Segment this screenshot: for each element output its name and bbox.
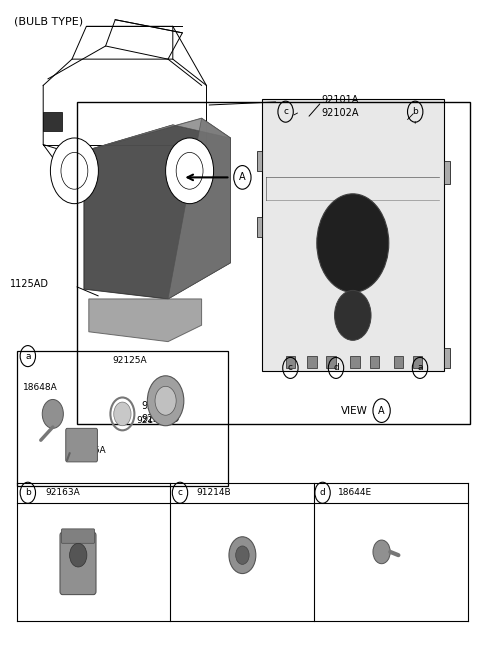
Circle shape <box>155 386 176 415</box>
Circle shape <box>373 540 390 564</box>
FancyBboxPatch shape <box>286 356 295 368</box>
Circle shape <box>166 138 214 204</box>
Polygon shape <box>84 118 230 151</box>
Text: 1125AD: 1125AD <box>10 279 48 289</box>
Circle shape <box>42 399 63 428</box>
Text: d: d <box>320 488 325 497</box>
FancyBboxPatch shape <box>66 428 97 462</box>
Text: 92197B
92198D: 92197B 92198D <box>142 401 180 424</box>
FancyBboxPatch shape <box>413 356 422 368</box>
Text: a: a <box>25 351 31 361</box>
Circle shape <box>147 376 184 426</box>
FancyBboxPatch shape <box>444 348 450 368</box>
Circle shape <box>335 290 371 340</box>
Text: A: A <box>378 405 385 416</box>
Text: 92125A: 92125A <box>113 355 147 365</box>
FancyBboxPatch shape <box>257 151 262 171</box>
Text: A: A <box>239 172 246 183</box>
Text: 92126A: 92126A <box>71 445 106 455</box>
Text: b: b <box>25 488 31 497</box>
Polygon shape <box>84 118 230 299</box>
Circle shape <box>70 543 87 567</box>
Circle shape <box>229 537 256 574</box>
Circle shape <box>61 152 88 189</box>
FancyBboxPatch shape <box>307 356 317 368</box>
FancyBboxPatch shape <box>370 356 379 368</box>
Text: 91214B: 91214B <box>197 488 231 497</box>
Circle shape <box>176 152 203 189</box>
FancyBboxPatch shape <box>394 356 403 368</box>
FancyBboxPatch shape <box>350 356 360 368</box>
Text: b: b <box>412 107 418 116</box>
Circle shape <box>236 546 249 564</box>
Text: VIEW: VIEW <box>341 405 368 416</box>
Polygon shape <box>84 125 230 299</box>
FancyBboxPatch shape <box>326 356 336 368</box>
Circle shape <box>50 138 98 204</box>
Text: 18648A: 18648A <box>23 383 58 392</box>
Text: 18644E: 18644E <box>338 488 372 497</box>
FancyBboxPatch shape <box>60 532 96 595</box>
Text: d: d <box>333 363 339 373</box>
Polygon shape <box>89 299 202 342</box>
Circle shape <box>317 194 389 292</box>
FancyBboxPatch shape <box>61 529 95 543</box>
Text: (BULB TYPE): (BULB TYPE) <box>14 16 84 26</box>
Text: c: c <box>283 107 288 116</box>
FancyBboxPatch shape <box>444 161 450 184</box>
Text: 92140E: 92140E <box>137 416 171 425</box>
Text: a: a <box>417 363 423 373</box>
Text: c: c <box>288 363 293 373</box>
FancyBboxPatch shape <box>262 99 444 371</box>
Circle shape <box>114 402 131 426</box>
Text: 92163A: 92163A <box>46 488 80 497</box>
FancyBboxPatch shape <box>257 217 262 237</box>
Text: c: c <box>178 488 182 497</box>
Text: 92101A
92102A: 92101A 92102A <box>322 95 359 118</box>
Polygon shape <box>168 118 230 299</box>
FancyBboxPatch shape <box>43 112 62 131</box>
